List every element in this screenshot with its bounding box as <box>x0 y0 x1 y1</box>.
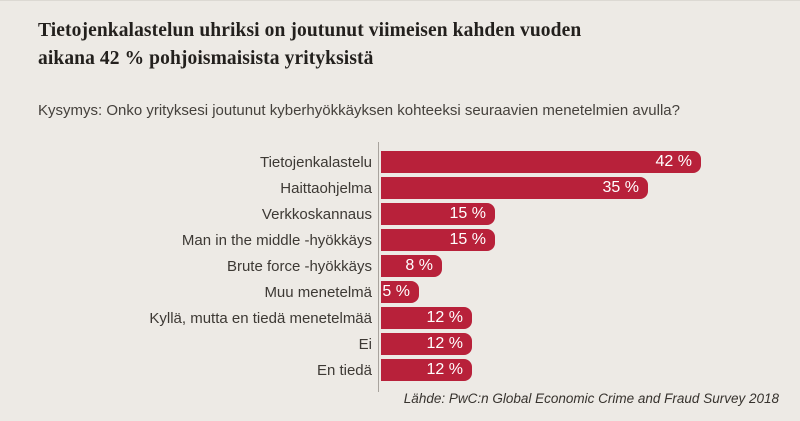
value-label: 8 % <box>405 257 433 274</box>
chart-row: Man in the middle -hyökkäys 15 % <box>0 229 800 251</box>
category-label: Man in the middle -hyökkäys <box>181 231 372 249</box>
chart-row: Verkkoskannaus 15 % <box>0 203 800 225</box>
value-label: 15 % <box>449 231 486 248</box>
chart-rows: Tietojenkalastelu 42 % Haittaohjelma 35 % Ve… <box>0 151 800 381</box>
bar: 5 % <box>381 281 419 303</box>
value-label: 42 % <box>655 153 692 170</box>
category-label: Verkkoskannaus <box>261 205 372 223</box>
value-label: 12 % <box>426 309 463 326</box>
value-label: 12 % <box>426 335 463 352</box>
survey-question: Kysymys: Onko yrityksesi joutunut kyberh… <box>38 102 680 119</box>
bar: 42 % <box>381 151 701 173</box>
category-label: Haittaohjelma <box>280 179 372 197</box>
source-citation: Lähde: PwC:n Global Economic Crime and F… <box>403 391 779 406</box>
value-label: 12 % <box>426 361 463 378</box>
value-label: 35 % <box>602 179 639 196</box>
page-title: Tietojenkalastelun uhriksi on joutunut v… <box>38 17 581 73</box>
chart-row: Kyllä, mutta en tiedä menetelmää 12 % <box>0 307 800 329</box>
category-label: Brute force -hyökkäys <box>226 257 372 275</box>
bar: 12 % <box>381 333 472 355</box>
value-label: 15 % <box>449 205 486 222</box>
category-label: Muu menetelmä <box>264 283 372 301</box>
chart-row: Brute force -hyökkäys 8 % <box>0 255 800 277</box>
chart-row: En tiedä 12 % <box>0 359 800 381</box>
title-line-1: Tietojenkalastelun uhriksi on joutunut v… <box>38 20 582 41</box>
bar: 12 % <box>381 359 472 381</box>
bar: 8 % <box>381 255 442 277</box>
title-line-2: aikana 42 % pohjoismaisista yrityksistä <box>38 48 374 69</box>
category-label: Ei <box>358 335 372 353</box>
category-label: Tietojenkalastelu <box>259 153 372 171</box>
bar: 12 % <box>381 307 472 329</box>
bar-chart: Tietojenkalastelu 42 % Haittaohjelma 35 % Ve… <box>0 142 800 392</box>
bar: 15 % <box>381 203 495 225</box>
chart-row: Tietojenkalastelu 42 % <box>0 151 800 173</box>
chart-row: Haittaohjelma 35 % <box>0 177 800 199</box>
category-label: En tiedä <box>316 361 372 379</box>
chart-row: Muu menetelmä 5 % <box>0 281 800 303</box>
chart-row: Ei 12 % <box>0 333 800 355</box>
axis-line <box>378 142 379 392</box>
bar: 35 % <box>381 177 648 199</box>
value-label: 5 % <box>382 283 410 300</box>
bar: 15 % <box>381 229 495 251</box>
category-label: Kyllä, mutta en tiedä menetelmää <box>149 309 372 327</box>
